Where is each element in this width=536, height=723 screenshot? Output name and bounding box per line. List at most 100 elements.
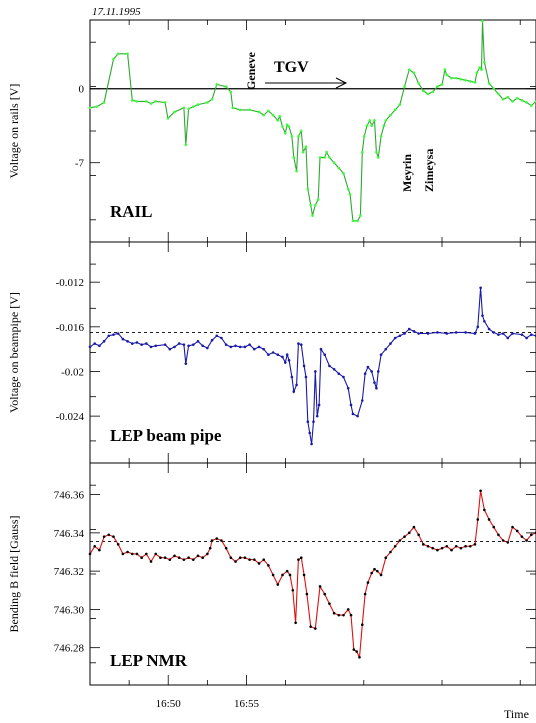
data-point: [379, 134, 383, 138]
data-point: [393, 108, 397, 112]
data-point: [351, 412, 355, 416]
y-axis-label: Voltage on rails [V]: [7, 84, 21, 179]
data-point: [287, 125, 291, 129]
data-point: [370, 571, 373, 575]
tgv-arrow-head: [335, 77, 348, 89]
data-point: [379, 353, 383, 357]
data-point: [346, 386, 350, 390]
data-point: [309, 203, 312, 207]
data-point: [284, 131, 287, 135]
data-point: [243, 556, 247, 560]
data-point: [294, 621, 297, 625]
data-point: [319, 347, 323, 351]
data-point: [288, 573, 292, 577]
data-point: [130, 342, 134, 345]
data-point: [262, 558, 266, 561]
data-point: [168, 558, 172, 561]
data-point: [422, 89, 425, 93]
data-point: [515, 96, 519, 100]
data-point: [473, 543, 477, 546]
data-point: [253, 347, 256, 351]
data-point: [360, 623, 364, 627]
data-point: [445, 544, 449, 548]
data-point: [166, 117, 170, 120]
data-point: [483, 319, 486, 323]
annotation-zimeysa: Zimeysa: [422, 149, 436, 192]
data-point: [440, 83, 444, 86]
data-point: [323, 592, 327, 596]
y-tick-label: 746.30: [54, 604, 85, 616]
data-point: [417, 533, 420, 537]
data-point: [196, 554, 200, 558]
data-point: [206, 346, 209, 350]
data-point: [229, 90, 233, 94]
data-point: [285, 123, 289, 126]
data-point: [159, 556, 162, 560]
data-point: [112, 57, 115, 61]
data-point: [375, 386, 378, 390]
data-point: [281, 125, 284, 129]
data-point: [459, 77, 463, 81]
data-point: [473, 332, 477, 335]
data-point: [149, 560, 153, 563]
data-point: [407, 531, 411, 535]
data-point: [426, 92, 430, 96]
data-point: [481, 314, 484, 317]
data-point: [487, 82, 491, 85]
data-point: [370, 370, 373, 373]
annotation-geneve: Geneve: [244, 51, 258, 90]
data-point: [173, 110, 176, 114]
data-point: [126, 340, 129, 343]
data-point: [473, 81, 477, 84]
data-point: [107, 533, 111, 537]
data-point: [220, 336, 223, 340]
data-point: [140, 343, 143, 346]
date-label: 17.11.1995: [92, 6, 141, 18]
data-point: [297, 558, 300, 561]
data-point: [520, 535, 524, 538]
data-point: [121, 337, 125, 341]
data-point: [483, 60, 486, 64]
data-point: [308, 431, 312, 435]
y-tick-label: 746.34: [54, 528, 85, 540]
data-point: [459, 546, 463, 550]
panel-rail: 0 -7 Voltage on rails [V] RAIL Geneve TGV Meyr…: [7, 19, 536, 243]
data-point: [305, 592, 309, 596]
data-point: [325, 150, 328, 154]
data-point: [352, 648, 356, 651]
data-point: [501, 97, 505, 101]
data-point: [287, 359, 291, 362]
data-point: [145, 100, 148, 103]
data-point: [501, 539, 505, 542]
data-point: [468, 80, 472, 83]
data-point: [257, 345, 261, 349]
data-point: [253, 558, 256, 561]
data-point: [284, 361, 287, 364]
y-tick-label: -0.02: [61, 366, 84, 378]
data-point: [311, 214, 314, 217]
data-point: [363, 592, 367, 596]
data-point: [412, 525, 416, 529]
data-point: [492, 331, 496, 334]
data-point: [497, 333, 500, 336]
data-point: [267, 564, 270, 567]
panel-frame: [89, 19, 536, 243]
data-point: [520, 99, 524, 102]
data-point: [487, 327, 491, 331]
data-point: [196, 103, 200, 106]
data-point: [318, 585, 322, 588]
data-point: [163, 556, 167, 560]
data-point: [445, 332, 449, 335]
data-point: [475, 71, 479, 75]
data-point: [210, 539, 214, 542]
data-point: [173, 345, 176, 349]
data-point: [443, 68, 447, 71]
data-point: [412, 71, 416, 75]
data-point: [145, 552, 148, 556]
data-point: [382, 124, 386, 128]
data-point: [363, 372, 367, 376]
data-point: [271, 573, 275, 577]
data-point: [201, 344, 204, 348]
data-point: [501, 332, 505, 335]
data-point: [403, 535, 406, 538]
